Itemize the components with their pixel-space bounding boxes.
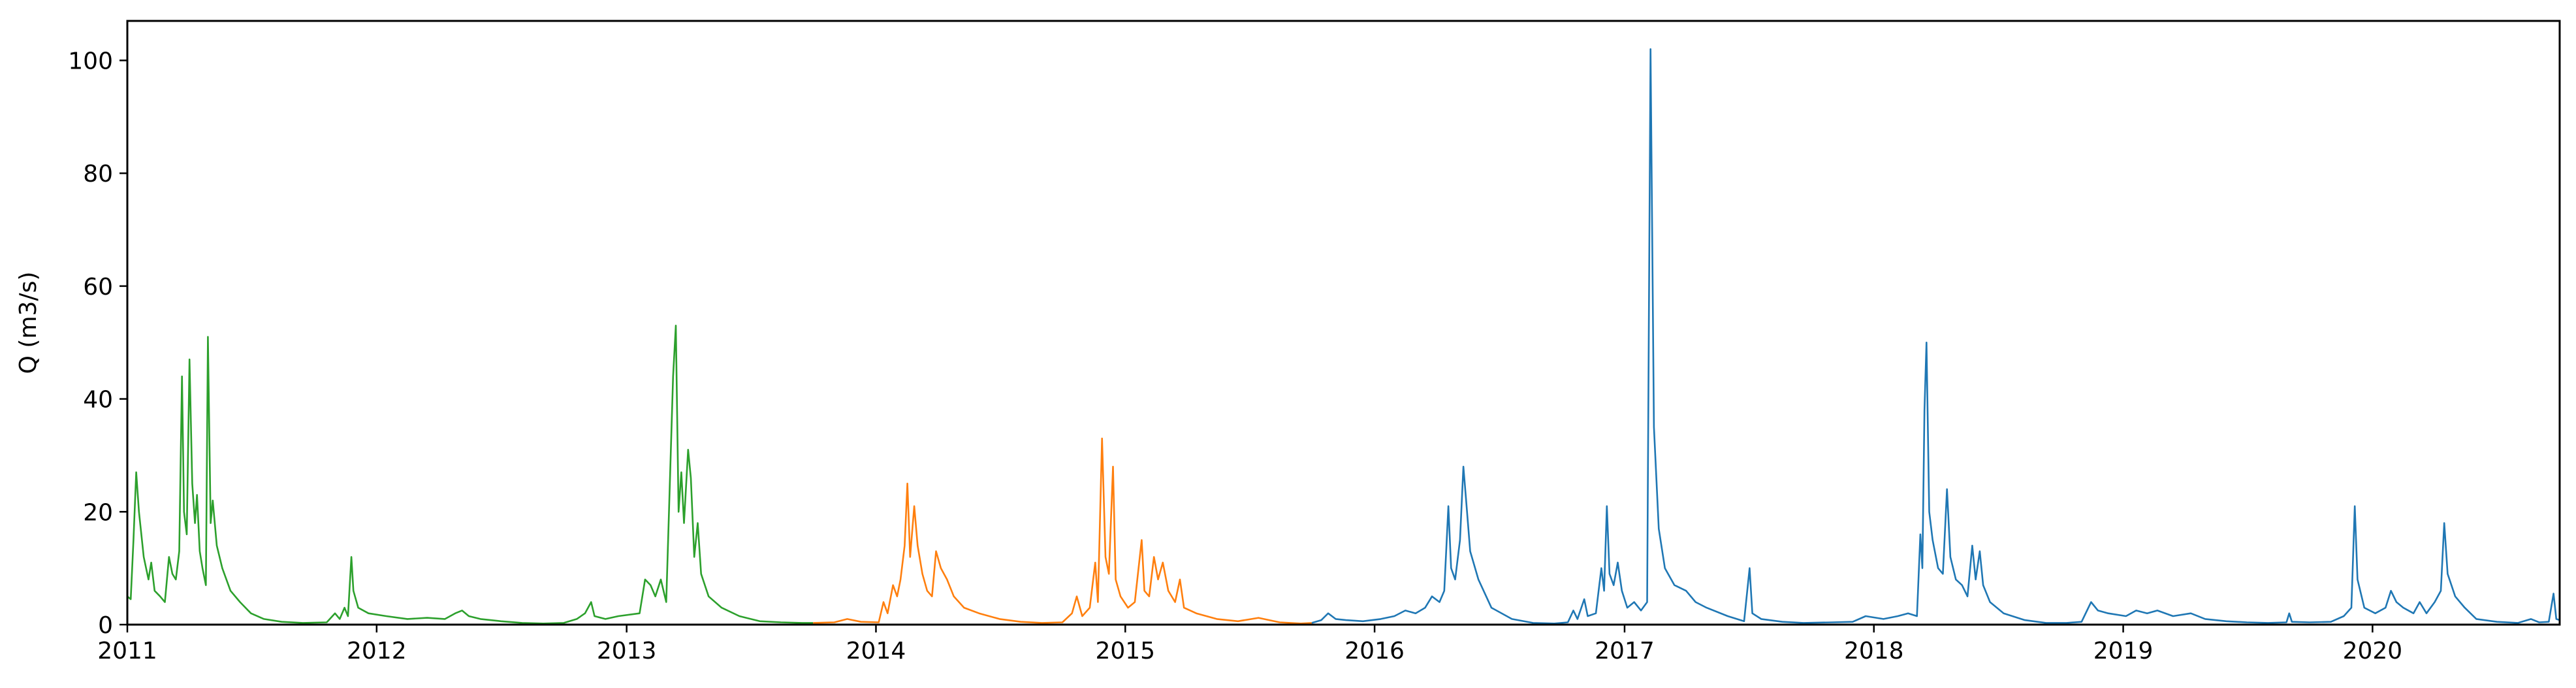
series-line-1: [127, 324, 814, 625]
series-line-3: [1311, 48, 2560, 625]
x-tick-label: 2017: [1595, 638, 1655, 664]
y-axis: 0 20 40 60 80 100: [68, 48, 127, 639]
y-axis-label: Q (m3/s): [15, 272, 42, 374]
x-axis: 2011 2012 2013 2014 2015 2016 2017 2018 2019 2020: [97, 625, 2402, 664]
y-tick-label: 60: [83, 274, 113, 301]
x-tick-label: 2020: [2343, 638, 2403, 664]
x-tick-label: 2011: [97, 638, 157, 664]
x-tick-label: 2012: [347, 638, 407, 664]
plot-frame: [126, 20, 2561, 626]
x-tick-label: 2015: [1095, 638, 1155, 664]
y-tick-label: 0: [98, 612, 113, 639]
x-tick-label: 2019: [2093, 638, 2154, 664]
y-tick-label: 80: [83, 161, 113, 188]
y-tick-label: 100: [68, 48, 113, 74]
x-tick-label: 2016: [1344, 638, 1405, 664]
x-tick-label: 2014: [846, 638, 906, 664]
y-tick-label: 40: [83, 387, 113, 414]
x-tick-label: 2013: [597, 638, 657, 664]
x-tick-label: 2018: [1844, 638, 1904, 664]
series-layer: [127, 48, 2560, 625]
series-line-2: [813, 437, 1312, 625]
y-tick-label: 20: [83, 499, 113, 526]
